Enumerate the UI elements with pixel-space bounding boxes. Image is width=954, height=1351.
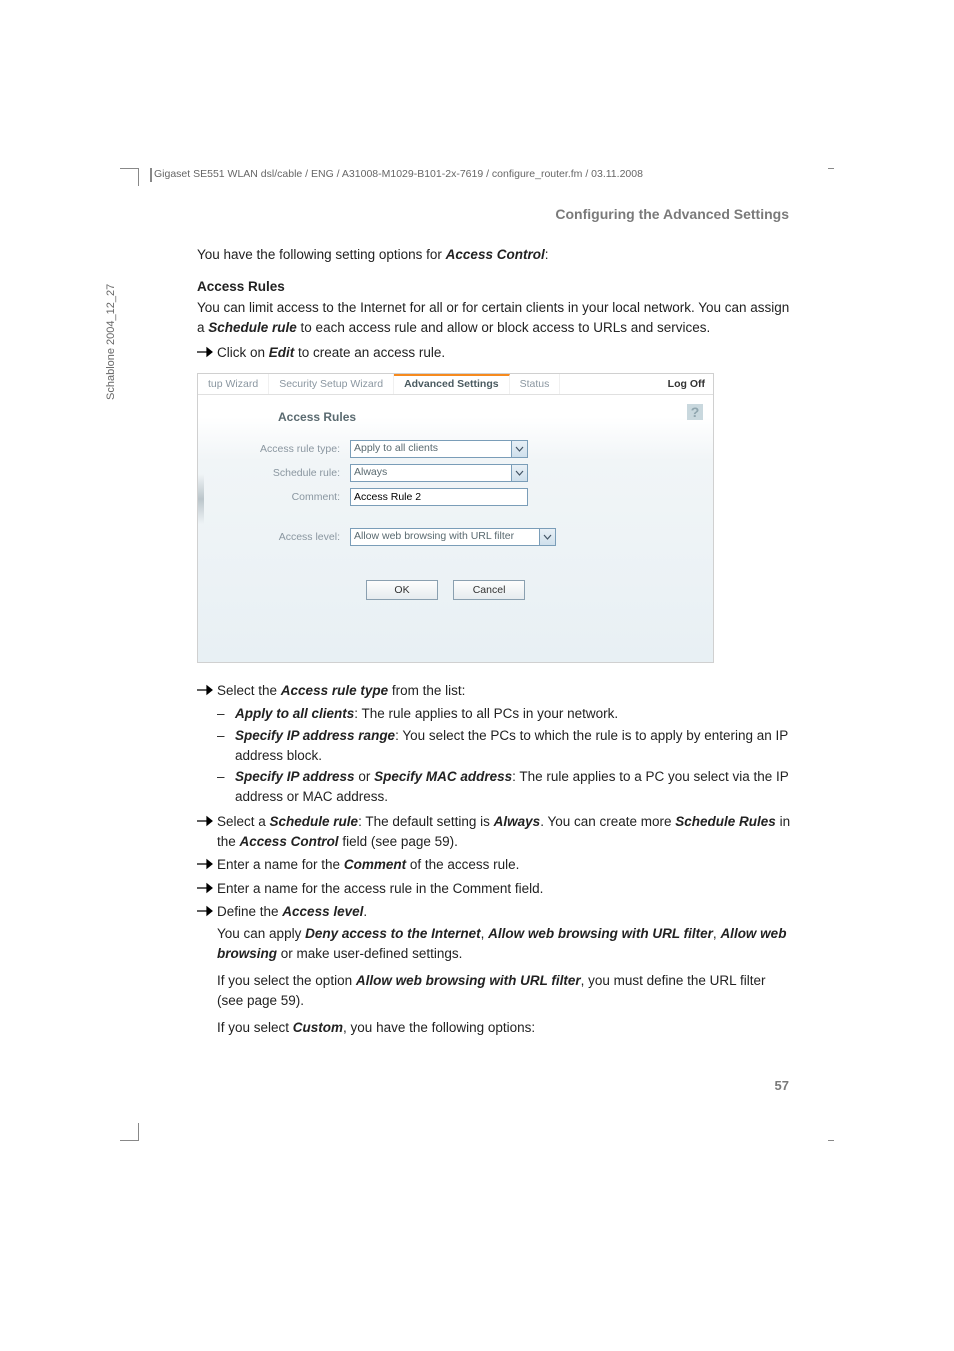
access-level-detail-3: If you select Custom, you have the follo… xyxy=(217,1018,792,1038)
crop-mark xyxy=(120,168,138,169)
label-access-level: Access level: xyxy=(198,530,350,545)
arrow-icon xyxy=(197,882,213,894)
arrow-icon xyxy=(197,905,213,917)
select-rule-type[interactable]: Apply to all clients xyxy=(350,440,528,458)
logoff-link[interactable]: Log Off xyxy=(668,374,713,394)
access-rules-body: You can limit access to the Internet for… xyxy=(197,298,792,337)
crop-mark xyxy=(120,1140,138,1141)
form-area: Access Rules Access rule type: Apply to … xyxy=(198,409,713,600)
arrow-icon xyxy=(197,815,213,827)
template-watermark: Schablone 2004_12_27 xyxy=(105,284,117,400)
chevron-down-icon xyxy=(539,529,555,545)
tab-status[interactable]: Status xyxy=(510,374,561,394)
crop-mark xyxy=(828,168,834,169)
select-schedule[interactable]: Always xyxy=(350,464,528,482)
arrow-icon xyxy=(197,858,213,870)
arrow-icon xyxy=(197,346,213,358)
tab-advanced-settings[interactable]: Advanced Settings xyxy=(394,374,510,394)
chevron-down-icon xyxy=(511,465,527,481)
list-item: Apply to all clients: The rule applies t… xyxy=(217,704,792,724)
step-select-schedule: Select a Schedule rule: The default sett… xyxy=(197,812,792,851)
document-path: Gigaset SE551 WLAN dsl/cable / ENG / A31… xyxy=(150,168,643,182)
label-schedule: Schedule rule: xyxy=(198,466,350,481)
router-ui-screenshot: tup Wizard Security Setup Wizard Advance… xyxy=(197,373,714,663)
tab-security-wizard[interactable]: Security Setup Wizard xyxy=(269,374,394,394)
crop-mark xyxy=(138,168,139,186)
tab-bar: tup Wizard Security Setup Wizard Advance… xyxy=(198,374,713,395)
cancel-button[interactable]: Cancel xyxy=(453,580,525,600)
crop-mark xyxy=(828,1140,834,1141)
tab-setup-wizard[interactable]: tup Wizard xyxy=(198,374,269,394)
step-define-access-level: Define the Access level. You can apply D… xyxy=(197,902,792,1037)
label-comment: Comment: xyxy=(198,490,350,505)
label-rule-type: Access rule type: xyxy=(198,442,350,457)
select-access-level[interactable]: Allow web browsing with URL filter xyxy=(350,528,556,546)
input-comment[interactable] xyxy=(350,488,528,506)
access-level-detail-2: If you select the option Allow web brows… xyxy=(217,971,792,1010)
page-section-title: Configuring the Advanced Settings xyxy=(555,206,789,222)
step-click-edit: Click on Edit to create an access rule. xyxy=(197,343,792,363)
step-enter-comment: Enter a name for the Comment of the acce… xyxy=(197,855,792,875)
page-number: 57 xyxy=(775,1078,789,1093)
ok-button[interactable]: OK xyxy=(366,580,438,600)
crop-mark xyxy=(138,1123,139,1141)
form-title: Access Rules xyxy=(278,409,713,426)
arrow-icon xyxy=(197,684,213,696)
list-item: Specify IP address or Specify MAC addres… xyxy=(217,767,792,806)
access-level-detail-1: You can apply Deny access to the Interne… xyxy=(217,924,792,963)
step-select-rule-type: Select the Access rule type from the lis… xyxy=(197,681,792,701)
chevron-down-icon xyxy=(511,441,527,457)
step-enter-comment-2: Enter a name for the access rule in the … xyxy=(197,879,792,899)
rule-type-list: Apply to all clients: The rule applies t… xyxy=(217,704,792,806)
access-rules-heading: Access Rules xyxy=(197,277,792,297)
intro-line: You have the following setting options f… xyxy=(197,245,792,265)
list-item: Specify IP address range: You select the… xyxy=(217,726,792,765)
page-content: You have the following setting options f… xyxy=(197,245,792,1042)
